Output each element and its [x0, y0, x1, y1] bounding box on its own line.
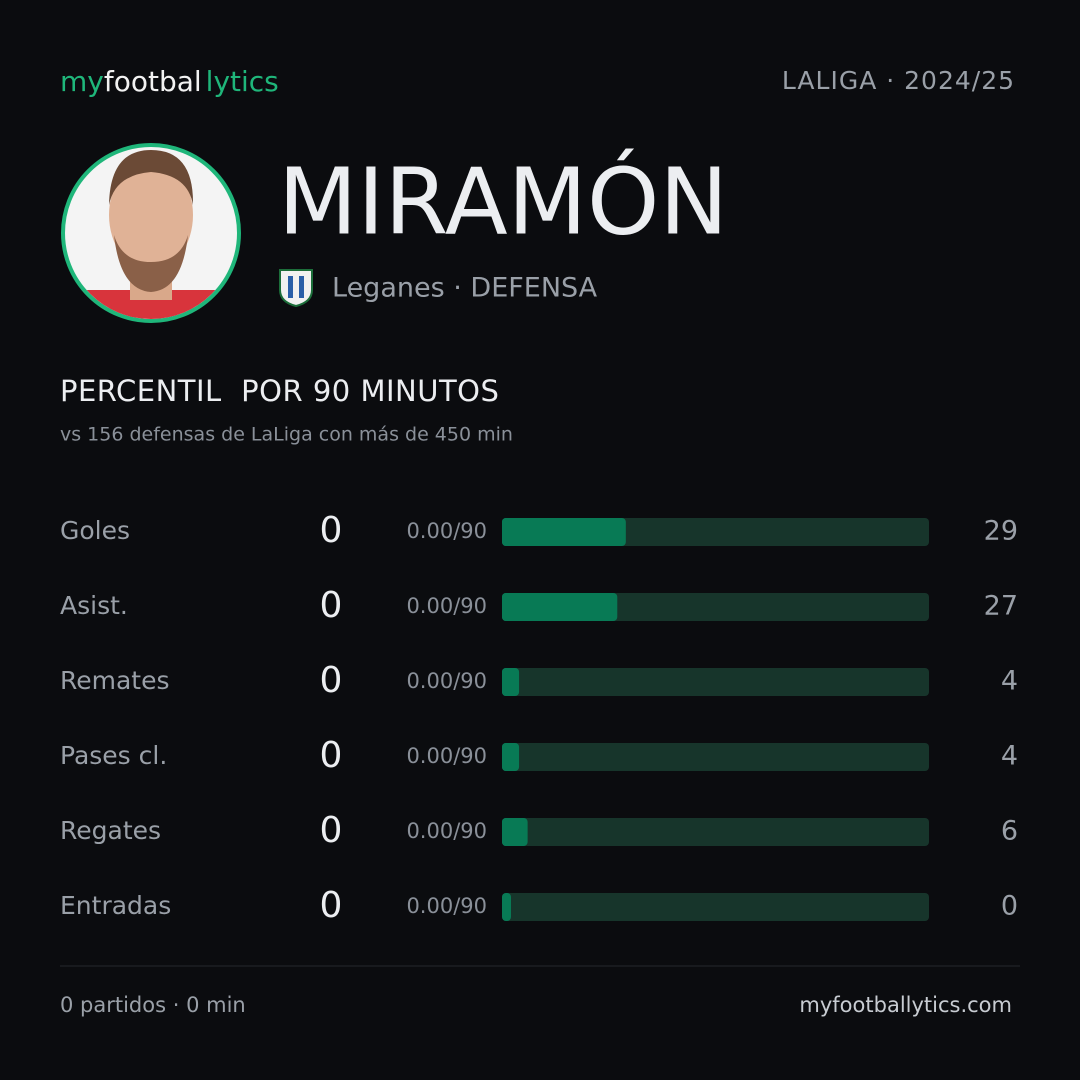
footer-summary: 0 partidos · 0 min: [60, 993, 246, 1017]
bar: [502, 518, 626, 546]
stat-label: Goles: [60, 516, 130, 545]
stat-rows: Goles 0 0.00/90 29 Asist. 0 0.00/90 27 Remates 0 0…: [60, 510, 1018, 926]
bar: [502, 593, 618, 621]
stat-total: 0: [320, 885, 343, 926]
bar-track: [502, 893, 929, 921]
percentile-label: 0: [1001, 891, 1018, 922]
percentile-label: 4: [1001, 666, 1018, 697]
percentile-label: 29: [984, 516, 1018, 547]
team-line: Leganes · DEFENSA: [332, 273, 598, 304]
percentile-label: 4: [1001, 741, 1018, 772]
section-subtitle: vs 156 defensas de LaLiga con más de 450…: [60, 424, 513, 446]
logo-part: my: [60, 65, 104, 98]
stat-total: 0: [320, 810, 343, 851]
stat-label: Asist.: [60, 591, 128, 620]
stat-per90: 0.00/90: [406, 519, 487, 543]
bar: [502, 743, 520, 771]
stat-per90: 0.00/90: [406, 894, 487, 918]
bar-track: [502, 668, 929, 696]
stat-label: Regates: [60, 816, 161, 845]
league: LALIGA · 2024/25: [782, 66, 1015, 95]
team-badge: [279, 269, 313, 308]
percentile-label: 27: [984, 591, 1018, 622]
stat-total: 0: [320, 660, 343, 701]
section-title: PERCENTIL POR 90 MINUTOS: [60, 374, 499, 408]
bar-cap: [502, 893, 511, 921]
stat-per90: 0.00/90: [406, 819, 487, 843]
stat-total: 0: [320, 510, 343, 551]
logo-part: lytics: [206, 65, 279, 98]
bar: [502, 668, 520, 696]
stat-total: 0: [320, 735, 343, 776]
stat-per90: 0.00/90: [406, 744, 487, 768]
footer-site: myfootballytics.com: [799, 993, 1012, 1017]
stat-per90: 0.00/90: [406, 594, 487, 618]
player-name: MIRAMÓN: [278, 146, 728, 255]
stat-label: Remates: [60, 666, 170, 695]
logo: myfootbal lytics: [60, 65, 279, 98]
stat-label: Pases cl.: [60, 741, 167, 770]
bar: [502, 818, 528, 846]
player-photo: [61, 143, 241, 323]
bar-track: [502, 743, 929, 771]
stat-total: 0: [320, 585, 343, 626]
bar-track: [502, 818, 929, 846]
stat-per90: 0.00/90: [406, 669, 487, 693]
stat-label: Entradas: [60, 891, 171, 920]
logo-part: footbal: [104, 65, 202, 98]
percentile-label: 6: [1001, 816, 1018, 847]
